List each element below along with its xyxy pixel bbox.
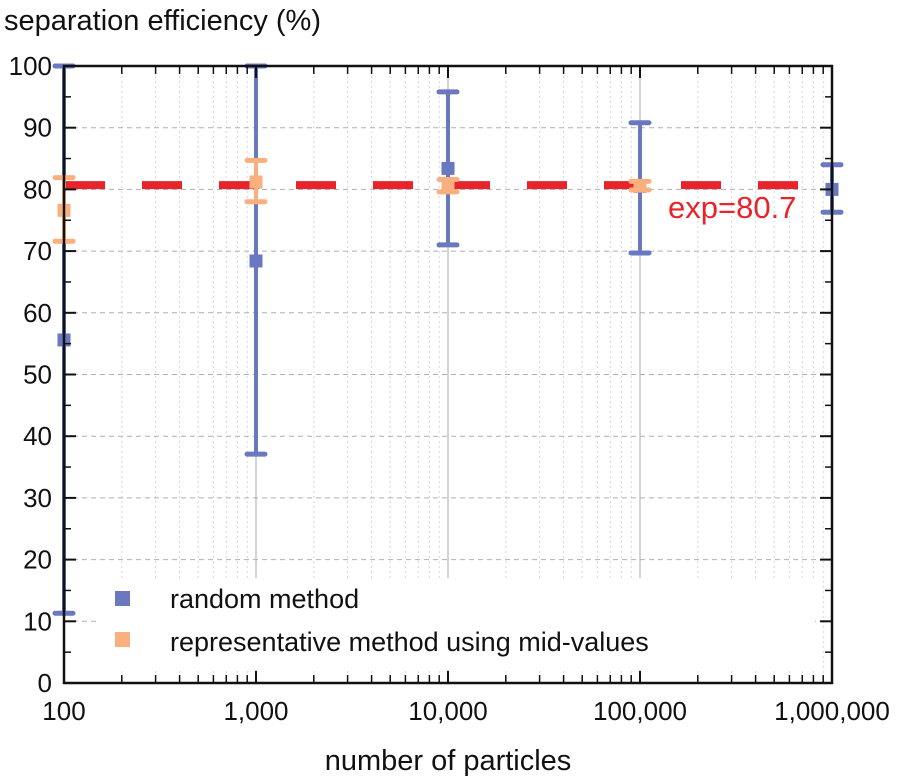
axes [62, 64, 834, 685]
y-tick-label: 70 [23, 236, 52, 266]
x-tick-label: 1,000 [223, 696, 288, 726]
data-point-random-method [249, 254, 263, 268]
legend-label-representative-method: representative method using mid-values [170, 627, 649, 657]
data-point-random-method [441, 161, 455, 175]
x-axis-title: number of particles [325, 745, 572, 777]
y-tick-label: 90 [23, 113, 52, 143]
legend: random method representative method usin… [100, 578, 815, 670]
y-tick-label: 20 [23, 545, 52, 575]
y-tick-label: 50 [23, 360, 52, 390]
x-tick-label: 100,000 [593, 696, 687, 726]
data-point-representative-method [633, 179, 647, 193]
legend-background [100, 578, 815, 670]
data-point-representative-method [441, 179, 455, 193]
y-tick-label: 0 [38, 668, 52, 698]
y-tick-label: 60 [23, 298, 52, 328]
x-tick-label: 1,000,000 [774, 696, 890, 726]
y-axis-title: separation efficiency (%) [4, 5, 321, 37]
y-tick-label: 10 [23, 606, 52, 636]
y-tick-label: 30 [23, 483, 52, 513]
y-tick-label: 40 [23, 421, 52, 451]
x-tick-label: 100 [42, 696, 85, 726]
x-tick-label: 10,000 [408, 696, 488, 726]
legend-swatch-random-method [115, 591, 130, 606]
legend-label-random-method: random method [170, 584, 359, 614]
plot-frame [62, 64, 834, 685]
legend-swatch-representative-method [115, 632, 130, 647]
y-tick-label: 100 [9, 51, 52, 81]
data-point-representative-method [249, 175, 263, 189]
tick-labels: 100 1,000 10,000 100,000 1,000,000 0 10 20 30 40 5… [9, 51, 890, 726]
reference-line-label: exp=80.7 [668, 190, 796, 225]
y-tick-label: 80 [23, 174, 52, 204]
